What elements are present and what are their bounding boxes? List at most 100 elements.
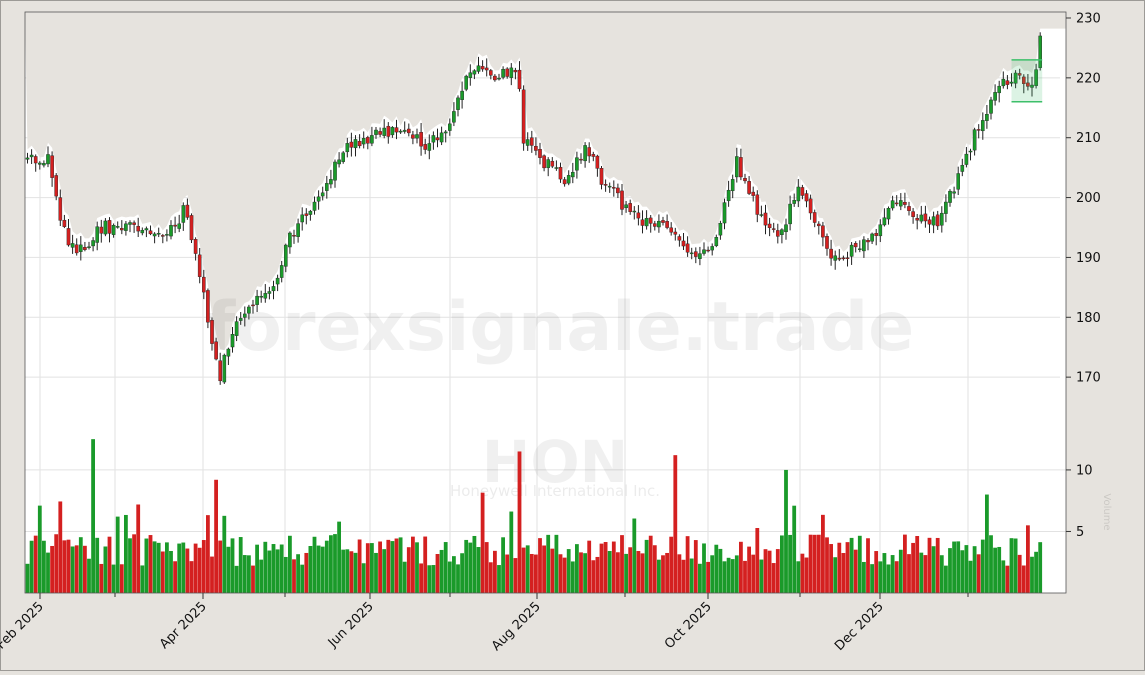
- candle-body: [357, 141, 362, 147]
- candle-body: [296, 223, 300, 237]
- candle: [136, 217, 141, 238]
- candle: [255, 289, 259, 313]
- candle: [595, 154, 600, 177]
- candle-body: [509, 67, 514, 78]
- candle: [940, 206, 944, 233]
- volume-bar: [562, 557, 567, 593]
- candle-body: [620, 190, 624, 210]
- candle: [648, 215, 653, 233]
- volume-bar: [37, 505, 42, 593]
- volume-bar: [915, 535, 920, 593]
- candle-body: [579, 158, 583, 161]
- candle: [238, 312, 243, 325]
- candle-body: [456, 97, 460, 110]
- candle: [903, 192, 907, 209]
- candle: [493, 74, 497, 82]
- volume-bar: [337, 521, 341, 593]
- candle: [804, 190, 809, 208]
- volume-bar: [751, 554, 756, 593]
- volume-bar: [771, 563, 776, 593]
- candle-body: [603, 184, 608, 186]
- volume-bar: [308, 546, 313, 593]
- volume-bar: [968, 560, 973, 593]
- volume-bar: [501, 537, 505, 593]
- time-tick-label: Aug 2025: [489, 599, 544, 654]
- candle-body: [722, 202, 727, 224]
- candle: [960, 158, 965, 177]
- candle-body: [911, 211, 915, 217]
- candle-body: [870, 233, 874, 242]
- candle-body: [197, 254, 202, 277]
- candle: [931, 211, 936, 234]
- volume-bar: [91, 439, 95, 593]
- price-shadow-band: [25, 12, 1066, 351]
- candle-body: [993, 92, 997, 101]
- candle-body: [1030, 84, 1034, 88]
- volume-bar: [320, 546, 325, 593]
- candle-body: [300, 214, 305, 223]
- volume-bar: [1034, 551, 1038, 593]
- volume-bar: [361, 563, 366, 593]
- candle-body: [42, 163, 46, 166]
- volume-bar: [1013, 538, 1018, 593]
- price-tick-label: 180: [1076, 311, 1101, 326]
- candle-body: [382, 127, 387, 136]
- volume-bar: [234, 565, 239, 593]
- candle-body: [817, 223, 821, 227]
- candle-body: [25, 157, 30, 160]
- candle: [628, 199, 632, 215]
- candle-body: [279, 265, 284, 278]
- candle-body: [169, 225, 173, 237]
- volume-bar: [480, 492, 485, 593]
- candle-body: [755, 194, 760, 215]
- candle-body: [628, 203, 632, 212]
- candle: [948, 189, 952, 207]
- volume-bar: [780, 535, 784, 593]
- time-tick-label: Jun 2025: [325, 599, 377, 651]
- candle-body: [665, 221, 669, 228]
- candle-body: [935, 214, 940, 227]
- candle-body: [566, 175, 571, 184]
- candle: [124, 221, 128, 236]
- candle: [587, 142, 591, 163]
- volume-bar: [886, 564, 891, 593]
- candle: [288, 231, 292, 254]
- candle: [349, 132, 354, 157]
- volume-bar: [472, 535, 477, 593]
- candle-body: [972, 129, 977, 151]
- volume-bar: [83, 545, 87, 593]
- candle: [132, 220, 136, 233]
- candle: [653, 220, 657, 231]
- volume-bar: [976, 554, 981, 593]
- volume-bar: [558, 554, 563, 593]
- volume-bar: [78, 537, 83, 593]
- volume-bar: [1017, 554, 1022, 593]
- candle: [808, 194, 813, 220]
- candle-body: [694, 251, 698, 257]
- candle: [821, 221, 825, 247]
- candle-body: [349, 141, 354, 148]
- right-edge-strip: [1060, 71, 1066, 426]
- candle: [714, 234, 719, 248]
- candle: [915, 213, 919, 230]
- candle: [829, 239, 833, 266]
- candle-body: [390, 127, 395, 136]
- candle: [398, 129, 403, 134]
- candle-body: [767, 223, 772, 229]
- candle: [1026, 74, 1030, 91]
- candle: [279, 260, 284, 283]
- candle-body: [1005, 80, 1010, 85]
- candle: [698, 246, 702, 266]
- candle: [554, 160, 559, 171]
- volume-bar: [648, 535, 653, 593]
- candle: [152, 232, 157, 244]
- candle-body: [730, 179, 735, 192]
- candle: [119, 220, 124, 235]
- volume-bar: [456, 564, 460, 593]
- volume-bar: [214, 479, 218, 593]
- volume-bar: [283, 556, 288, 593]
- candle: [923, 205, 928, 228]
- candle: [997, 80, 1001, 103]
- candle: [817, 221, 821, 235]
- candle: [702, 242, 706, 256]
